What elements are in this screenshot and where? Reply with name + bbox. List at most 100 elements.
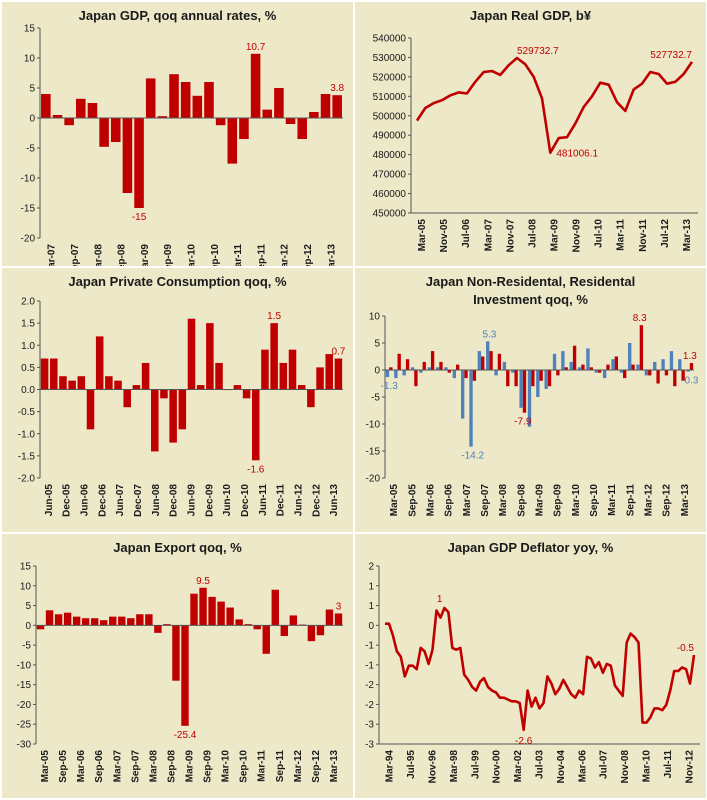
x-tick-label: Sep-09: [203, 750, 214, 783]
bar: [110, 118, 121, 142]
data-label: -0.5: [677, 643, 695, 654]
chart-svg-gdp-deflator: Japan GDP Deflator yoy, % 2 1 1 0 -1 -1 -2 -2 -3 -…: [365, 540, 700, 784]
chart-investment: Japan Non-Residental, Residental Investme…: [355, 268, 706, 532]
y-tick-label: 5: [29, 84, 35, 95]
bar: [511, 370, 515, 373]
bar: [332, 95, 342, 118]
y-tick-label: 450000: [373, 209, 407, 220]
bar: [262, 109, 273, 118]
bar: [95, 336, 104, 390]
bar: [206, 323, 214, 390]
bar: [430, 351, 435, 370]
data-label: -1.6: [247, 464, 265, 475]
x-tick-label: Mar-08: [93, 244, 104, 266]
bar: [50, 358, 58, 390]
y-tick-label: -20: [21, 234, 36, 245]
y-tick-label: -15: [21, 204, 36, 215]
chart-svg-japan-real-gdp: Japan Real GDP, b¥ 540000 530000 520000 5100…: [373, 8, 698, 253]
bar: [402, 370, 406, 376]
bar: [334, 613, 343, 626]
bar: [435, 367, 440, 370]
bar: [686, 370, 690, 372]
bar: [63, 612, 72, 626]
x-tick-label: Sep-07: [70, 244, 81, 266]
bar: [611, 359, 615, 370]
y-tick-label: -20: [17, 700, 32, 711]
bar: [502, 361, 507, 370]
data-label: 1.5: [267, 311, 281, 322]
x-tick-label: Jun-08: [151, 484, 162, 517]
chart-title: Japan Real GDP, b¥: [470, 8, 592, 23]
bar: [253, 625, 261, 630]
bar: [439, 361, 443, 370]
bar: [673, 370, 677, 387]
y-tick-label: -3: [365, 720, 374, 731]
y-tick-label: -30: [17, 740, 32, 751]
x-tick-label: Mar-09: [140, 244, 151, 266]
bar: [132, 385, 141, 390]
x-tick-label: Jun-09: [187, 484, 198, 517]
data-label: 5.3: [482, 329, 496, 340]
x-tick-label: Jun-07: [115, 484, 126, 517]
bar: [36, 625, 45, 630]
x-tick-label: Dec-06: [97, 484, 108, 517]
bar: [99, 118, 109, 147]
y-tick-label: -10: [17, 660, 32, 671]
x-tick-label: Mar-08: [498, 484, 509, 517]
x-tick-label: Dec-09: [204, 484, 215, 517]
bar: [320, 94, 331, 118]
y-tick-label: -0.5: [18, 407, 36, 418]
x-tick-label: Sep-11: [256, 244, 267, 266]
x-tick-label: Mar-05: [40, 750, 51, 783]
bar: [572, 345, 577, 370]
bar: [447, 370, 451, 373]
bar: [123, 389, 131, 408]
bar: [274, 88, 284, 118]
bar: [81, 618, 90, 626]
data-label: 9.5: [196, 576, 210, 587]
bar: [410, 367, 415, 370]
bar: [514, 370, 518, 387]
chart-svg-investment: Japan Non-Residental, Residental Investme…: [366, 274, 699, 517]
bar: [422, 361, 426, 370]
bar: [531, 370, 535, 387]
x-tick-label: Nov-05: [439, 219, 450, 253]
bar: [664, 370, 669, 376]
bar: [52, 115, 63, 118]
bar: [181, 625, 189, 726]
x-tick-label: Nov-12: [684, 750, 695, 784]
y-tick-label: 15: [24, 24, 36, 35]
bar: [628, 343, 632, 370]
y-tick-label: -10: [21, 174, 36, 185]
y-tick-label: 5: [25, 601, 31, 612]
x-tick-label: Mar-10: [221, 750, 232, 783]
chart-japan-gdp-qoq: Japan GDP, qoq annual rates, % 15 10 5 0 -5 -1…: [2, 2, 353, 266]
bar: [250, 53, 261, 118]
bar: [169, 74, 179, 118]
y-tick-label: 510000: [373, 92, 407, 103]
x-tick-label: Sep-10: [239, 750, 250, 783]
x-tick-label: Jun-10: [222, 484, 233, 517]
data-label: 481006.1: [556, 149, 598, 160]
x-tick-label: Mar-13: [680, 484, 691, 517]
data-label: -14.2: [461, 451, 484, 462]
y-tick-label: 10: [20, 581, 32, 592]
bar: [307, 389, 315, 408]
bar: [444, 367, 448, 370]
bar: [297, 385, 306, 390]
chart-title: Japan Private Consumption qoq, %: [68, 274, 287, 289]
bar: [452, 370, 456, 379]
bar: [270, 323, 278, 390]
bar: [489, 351, 493, 370]
bar: [419, 370, 423, 373]
bar: [469, 370, 473, 447]
bar: [154, 625, 162, 633]
y-tick-label: 0.0: [21, 385, 35, 396]
x-tick-label: Sep-05: [407, 484, 418, 517]
bar: [494, 370, 498, 376]
x-tick-label: Mar-09: [185, 750, 196, 783]
y-tick-label: 5: [374, 339, 380, 350]
bar: [527, 370, 532, 427]
x-tick-label: Jul-10: [594, 219, 605, 248]
bar: [76, 98, 86, 118]
